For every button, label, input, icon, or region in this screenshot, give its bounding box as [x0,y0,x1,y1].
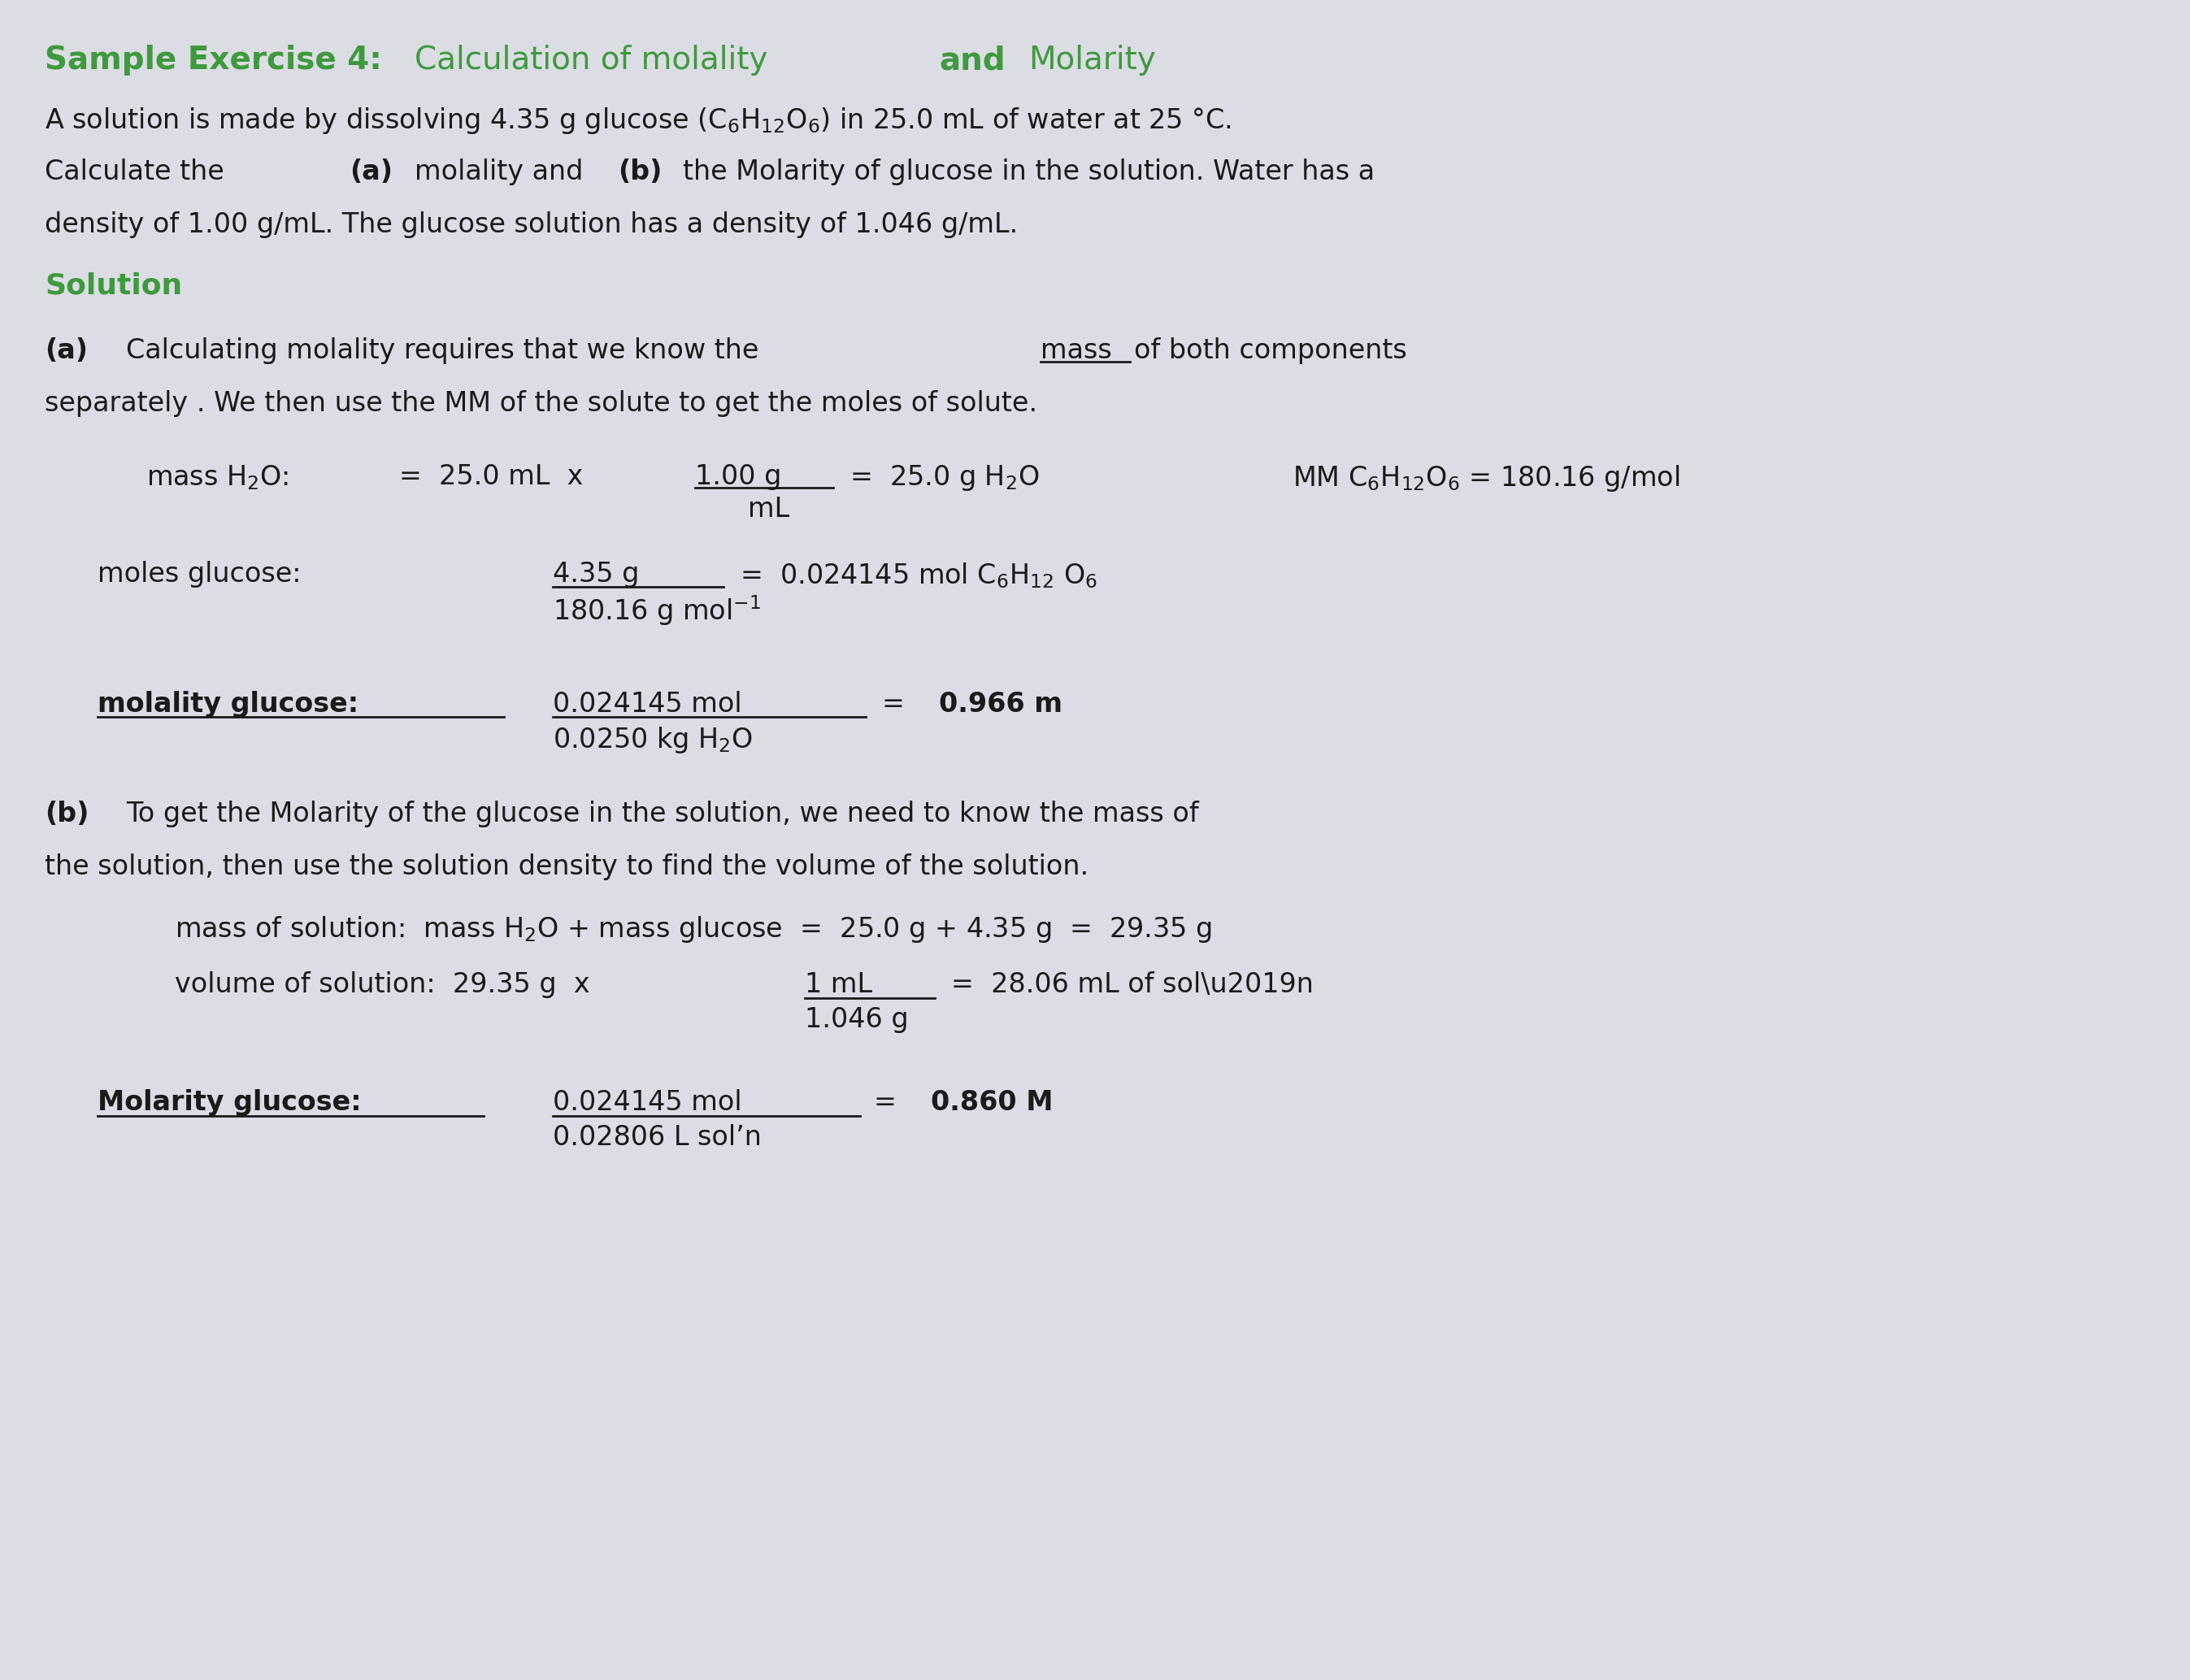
Text: Calculation of molality: Calculation of molality [414,45,769,76]
Text: density of 1.00 g/mL. The glucose solution has a density of 1.046 g/mL.: density of 1.00 g/mL. The glucose soluti… [44,212,1018,239]
Text: the solution, then use the solution density to find the volume of the solution.: the solution, then use the solution dens… [44,853,1088,880]
Text: mass H$_2$O:: mass H$_2$O: [147,464,289,492]
Text: mass of solution:  mass H$_2$O + mass glucose  =  25.0 g + 4.35 g  =  29.35 g: mass of solution: mass H$_2$O + mass glu… [175,914,1211,944]
Text: 0.0250 kg H$_2$O: 0.0250 kg H$_2$O [552,726,753,754]
Text: Solution: Solution [44,272,182,301]
Text: =  25.0 g H$_2$O: = 25.0 g H$_2$O [850,464,1040,492]
Text: =  28.06 mL of sol\u2019n: = 28.06 mL of sol\u2019n [950,971,1314,998]
Text: MM C$_6$H$_{12}$O$_6$ = 180.16 g/mol: MM C$_6$H$_{12}$O$_6$ = 180.16 g/mol [1292,464,1680,494]
Text: 0.024145 mol: 0.024145 mol [552,1089,742,1116]
Text: =: = [883,690,904,717]
Text: 25.0 mL  x: 25.0 mL x [438,464,583,491]
Text: Sample Exercise 4:: Sample Exercise 4: [44,45,381,76]
Text: A solution is made by dissolving 4.35 g glucose (C$_6$H$_{12}$O$_6$) in 25.0 mL : A solution is made by dissolving 4.35 g … [44,106,1231,136]
Text: of both components: of both components [1134,338,1406,365]
Text: 0.02806 L sol’n: 0.02806 L sol’n [552,1124,762,1151]
Text: mass: mass [1040,338,1113,365]
Text: mL: mL [747,496,788,522]
Text: =: = [399,464,420,491]
Text: =: = [874,1089,896,1116]
Text: 0.860 M: 0.860 M [931,1089,1053,1116]
Text: 1.046 g: 1.046 g [804,1006,909,1033]
Text: =  0.024145 mol C$_6$H$_{12}$ O$_6$: = 0.024145 mol C$_6$H$_{12}$ O$_6$ [740,561,1097,590]
Text: (b): (b) [618,158,661,185]
Text: (b): (b) [44,801,90,828]
Text: 1.00 g: 1.00 g [694,464,782,491]
Text: Molarity: Molarity [1029,45,1156,76]
Text: moles glucose:: moles glucose: [99,561,302,588]
Text: Calculating molality requires that we know the: Calculating molality requires that we kn… [127,338,758,365]
Text: molality glucose:: molality glucose: [99,690,359,717]
Text: the Molarity of glucose in the solution. Water has a: the Molarity of glucose in the solution.… [683,158,1375,185]
Text: (a): (a) [350,158,392,185]
Text: To get the Molarity of the glucose in the solution, we need to know the mass of: To get the Molarity of the glucose in th… [127,801,1198,828]
Text: volume of solution:  29.35 g  x: volume of solution: 29.35 g x [175,971,589,998]
Text: separately . We then use the MM of the solute to get the moles of solute.: separately . We then use the MM of the s… [44,390,1038,417]
Text: 0.024145 mol: 0.024145 mol [552,690,742,717]
Text: 4.35 g: 4.35 g [552,561,639,588]
Text: (a): (a) [44,338,88,365]
Text: molality and: molality and [414,158,583,185]
Text: 0.966 m: 0.966 m [940,690,1062,717]
Text: 180.16 g mol$^{-1}$: 180.16 g mol$^{-1}$ [552,593,760,627]
Text: Molarity glucose:: Molarity glucose: [99,1089,361,1116]
Text: Calculate the: Calculate the [44,158,223,185]
Text: 1 mL: 1 mL [804,971,872,998]
Text: and: and [940,45,1005,76]
